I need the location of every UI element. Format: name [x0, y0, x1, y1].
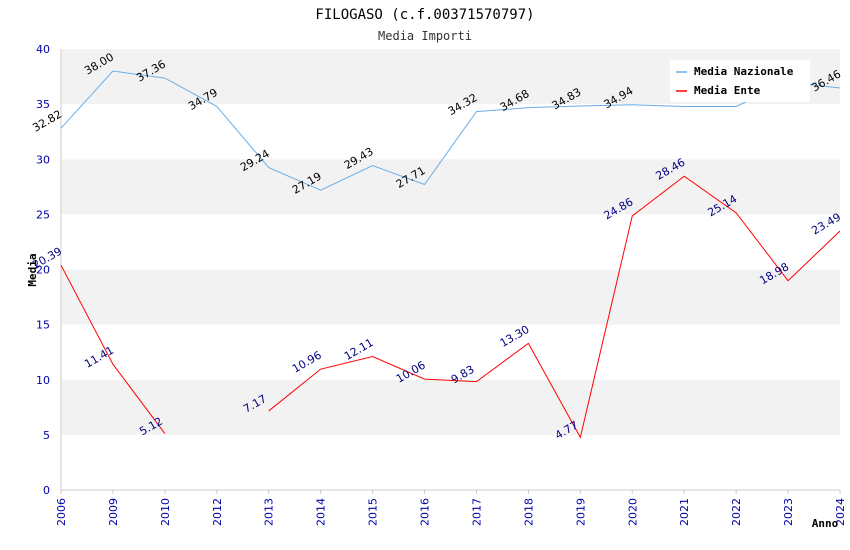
x-tick-label: 2022	[730, 498, 743, 526]
y-tick-label: 0	[43, 484, 50, 497]
series-line-media-nazionale	[60, 70, 841, 191]
y-tick-label: 35	[36, 98, 50, 111]
x-tick-label: 2021	[678, 498, 691, 526]
grid-band	[61, 214, 840, 270]
legend: Media Nazionale Media Ente	[670, 60, 810, 102]
legend-label-media-nazionale: Media Nazionale	[694, 65, 794, 78]
y-tick-label: 20	[36, 264, 50, 277]
x-tick-label: 2018	[522, 498, 535, 526]
x-axis-label: Anno	[812, 517, 839, 530]
legend-box	[670, 60, 810, 102]
y-axis-label: Media	[26, 253, 39, 286]
x-tick-label: 2010	[159, 498, 172, 526]
grid-band	[61, 159, 840, 215]
x-tick-label: 2017	[470, 498, 483, 526]
x-tick-label: 2015	[367, 498, 380, 526]
x-tick-label: 2020	[626, 498, 639, 526]
y-tick-label: 30	[36, 153, 50, 166]
legend-label-media-ente: Media Ente	[694, 84, 761, 97]
y-tick-label: 15	[36, 319, 50, 332]
grid-band	[61, 324, 840, 380]
chart-subtitle: Media Importi	[378, 29, 472, 43]
x-tick-label: 2009	[107, 498, 120, 526]
y-tick-label: 40	[36, 43, 50, 56]
x-tick-label: 2024	[834, 498, 847, 526]
y-tick-label: 10	[36, 374, 50, 387]
x-tick-label: 2023	[782, 498, 795, 526]
x-tick-label: 2012	[211, 498, 224, 526]
series-line-media-ente	[60, 264, 166, 434]
chart-title: FILOGASO (c.f.00371570797)	[315, 7, 534, 23]
x-tick-label: 2016	[419, 498, 432, 526]
y-tick-label: 25	[36, 208, 50, 221]
grid-band	[61, 104, 840, 160]
data-label-media-nazionale: 32.82	[30, 108, 64, 135]
grid-band	[61, 379, 840, 435]
x-tick-label: 2006	[55, 498, 68, 526]
grid-band	[61, 269, 840, 325]
x-tick-label: 2019	[574, 498, 587, 526]
x-tick-label: 2014	[315, 498, 328, 526]
y-tick-label: 5	[43, 429, 50, 442]
grid-band	[61, 434, 840, 490]
x-tick-label: 2013	[263, 498, 276, 526]
series-line-media-ente	[268, 175, 841, 439]
